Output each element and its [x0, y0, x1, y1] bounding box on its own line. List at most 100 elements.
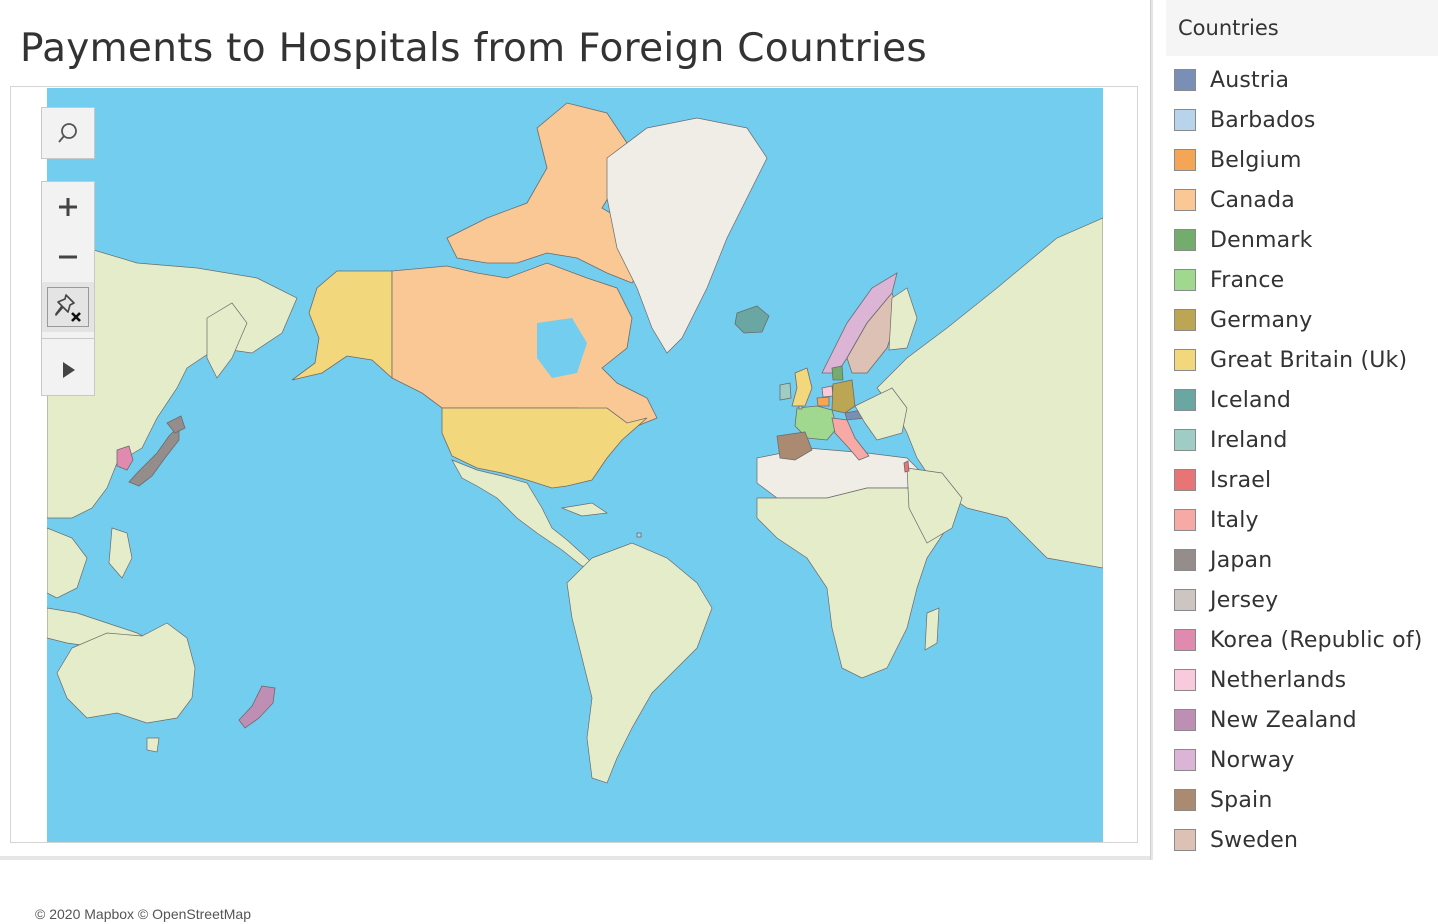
legend-swatch: [1174, 229, 1196, 251]
legend-label: Italy: [1210, 507, 1259, 533]
land-arabia: [906, 467, 963, 544]
country-japan-hokkaido: [166, 415, 186, 434]
legend-swatch: [1174, 269, 1196, 291]
land-greenland: [606, 117, 768, 354]
legend-label: Ireland: [1210, 427, 1288, 453]
legend-item[interactable]: Japan: [1166, 540, 1423, 580]
search-icon: [58, 123, 77, 143]
country-ireland: [779, 382, 792, 401]
country-france: [794, 405, 838, 441]
zoom-in-button[interactable]: [42, 182, 94, 232]
country-usa: [441, 407, 648, 489]
unpin-icon: [55, 294, 81, 322]
legend-label: Korea (Republic of): [1210, 627, 1423, 653]
page-title: Payments to Hospitals from Foreign Count…: [20, 26, 927, 71]
legend-item[interactable]: Norway: [1166, 740, 1423, 780]
legend: Countries Austria Barbados Belgium Canada De…: [1166, 0, 1438, 860]
bottom-divider: [0, 856, 1150, 860]
reset-map-button[interactable]: [42, 282, 94, 332]
legend-swatch: [1174, 149, 1196, 171]
legend-label: Spain: [1210, 787, 1273, 813]
legend-item[interactable]: Sweden: [1166, 820, 1423, 860]
legend-swatch: [1174, 469, 1196, 491]
map-view[interactable]: © 2020 Mapbox © OpenStreetMap: [10, 86, 1138, 924]
zoom-out-button[interactable]: [42, 232, 94, 282]
legend-item[interactable]: Spain: [1166, 780, 1423, 820]
legend-swatch: [1174, 589, 1196, 611]
country-japan: [128, 425, 180, 487]
legend-item[interactable]: New Zealand: [1166, 700, 1423, 740]
legend-item[interactable]: Jersey: [1166, 580, 1423, 620]
country-iceland: [734, 305, 770, 334]
legend-list: Austria Barbados Belgium Canada Denmark Franc…: [1166, 60, 1423, 860]
legend-swatch: [1174, 189, 1196, 211]
legend-item[interactable]: Israel: [1166, 460, 1423, 500]
legend-item[interactable]: France: [1166, 260, 1423, 300]
panel-divider[interactable]: [1150, 0, 1153, 860]
legend-swatch: [1174, 389, 1196, 411]
country-new-zealand: [238, 685, 276, 729]
legend-label: Belgium: [1210, 147, 1302, 173]
legend-item[interactable]: Korea (Republic of): [1166, 620, 1423, 660]
legend-swatch: [1174, 629, 1196, 651]
land-tasmania: [146, 737, 160, 753]
legend-label: France: [1210, 267, 1285, 293]
legend-label: Iceland: [1210, 387, 1292, 413]
legend-item[interactable]: Austria: [1166, 60, 1423, 100]
play-icon: [63, 362, 75, 378]
land-cuba: [560, 502, 608, 517]
legend-swatch: [1174, 509, 1196, 531]
legend-item[interactable]: Canada: [1166, 180, 1423, 220]
legend-label: Great Britain (Uk): [1210, 347, 1408, 373]
legend-item[interactable]: Great Britain (Uk): [1166, 340, 1423, 380]
country-korea: [116, 445, 134, 471]
search-button[interactable]: [42, 108, 94, 158]
plus-icon: [59, 198, 77, 216]
legend-label: Norway: [1210, 747, 1295, 773]
legend-swatch: [1174, 829, 1196, 851]
legend-label: Germany: [1210, 307, 1313, 333]
legend-label: New Zealand: [1210, 707, 1357, 733]
legend-item[interactable]: Barbados: [1166, 100, 1423, 140]
legend-label: Japan: [1210, 547, 1273, 573]
legend-swatch: [1174, 669, 1196, 691]
country-barbados: [636, 532, 642, 538]
world-map[interactable]: [47, 88, 1103, 842]
legend-item[interactable]: Denmark: [1166, 220, 1423, 260]
legend-swatch: [1174, 109, 1196, 131]
legend-swatch: [1174, 549, 1196, 571]
legend-label: Barbados: [1210, 107, 1316, 133]
land-madagascar: [924, 607, 940, 651]
land-se-asia: [47, 527, 88, 599]
land-australia: [56, 622, 196, 724]
legend-item[interactable]: Italy: [1166, 500, 1423, 540]
legend-swatch: [1174, 749, 1196, 771]
legend-item[interactable]: Netherlands: [1166, 660, 1423, 700]
country-netherlands: [821, 385, 834, 398]
legend-label: Israel: [1210, 467, 1272, 493]
country-spain: [776, 431, 813, 461]
expand-toolbar-button[interactable]: [42, 345, 94, 395]
legend-title: Countries: [1166, 0, 1438, 56]
legend-label: Jersey: [1210, 587, 1279, 613]
map-attribution[interactable]: © 2020 Mapbox © OpenStreetMap: [29, 904, 257, 924]
legend-label: Austria: [1210, 67, 1290, 93]
country-denmark: [831, 365, 844, 381]
map-zoom-toolbar: [41, 181, 95, 396]
country-israel: [903, 460, 910, 473]
land-finland: [888, 287, 918, 351]
land-kamchatka: [206, 302, 248, 379]
legend-swatch: [1174, 789, 1196, 811]
legend-item[interactable]: Iceland: [1166, 380, 1423, 420]
country-germany: [831, 379, 856, 414]
land-balkans: [854, 387, 908, 441]
legend-swatch: [1174, 309, 1196, 331]
land-africa-south: [756, 487, 948, 679]
legend-item[interactable]: Belgium: [1166, 140, 1423, 180]
legend-swatch: [1174, 429, 1196, 451]
legend-item[interactable]: Germany: [1166, 300, 1423, 340]
minus-icon: [59, 255, 77, 259]
legend-label: Denmark: [1210, 227, 1313, 253]
country-great-britain: [791, 367, 813, 407]
legend-item[interactable]: Ireland: [1166, 420, 1423, 460]
